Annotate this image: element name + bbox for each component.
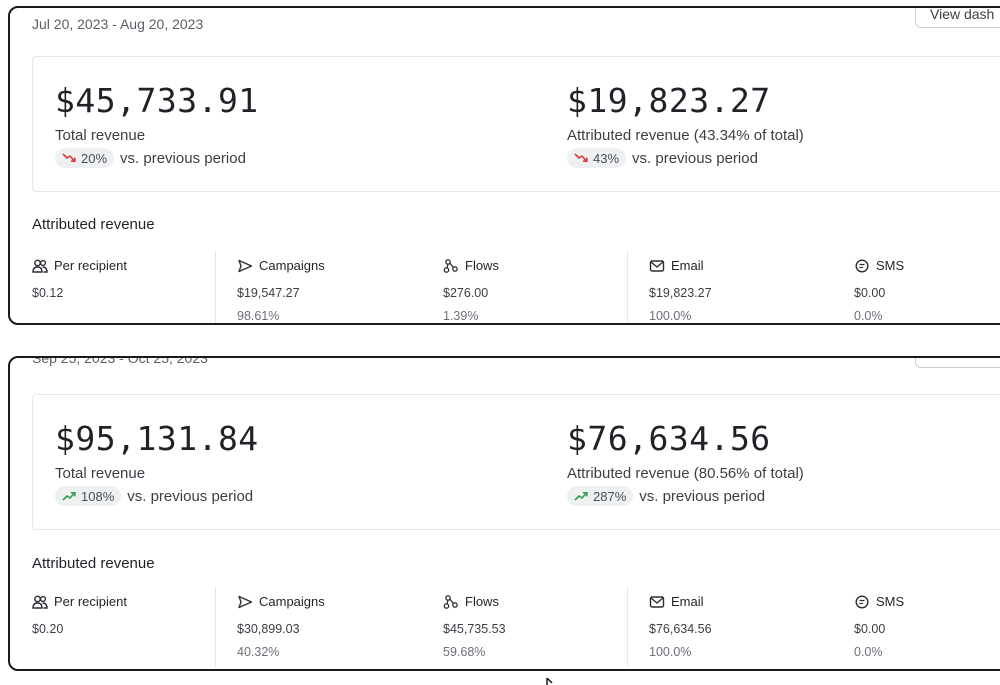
change-percent: 43% [593, 150, 620, 166]
date-range: Sep 25, 2023 - Oct 25, 2023 [32, 356, 208, 366]
breakdown-value: $0.12 [32, 286, 64, 300]
breakdown-label: Campaigns [259, 258, 325, 273]
breakdown-header: Flows [443, 258, 499, 273]
attributed-revenue-amount: $76,634.56 [567, 419, 771, 458]
revenue-summary: $95,131.84 Total revenue 108% vs. previo… [32, 394, 1000, 530]
breakdown-value: $0.20 [32, 622, 64, 636]
breakdown-header: Per recipient [32, 594, 127, 609]
breakdown-header: Campaigns [237, 258, 325, 273]
column-divider [215, 251, 216, 323]
breakdown-label: Flows [465, 258, 499, 273]
send-icon [238, 595, 253, 608]
change-badge: 20% [55, 148, 115, 168]
breakdown-percent: 59.68% [443, 645, 486, 659]
breakdown-label: SMS [876, 594, 905, 609]
trend-up-icon [574, 492, 588, 501]
section-title: Attributed revenue [32, 216, 155, 233]
trend-down-icon [574, 153, 588, 162]
change-percent: 108% [81, 488, 115, 504]
comparison-text: vs. previous period [120, 149, 246, 167]
breakdown-label: Flows [465, 594, 499, 609]
attributed-revenue-change: 43% vs. previous period [567, 148, 758, 168]
breakdown-label: Campaigns [259, 594, 325, 609]
breakdown-label: Per recipient [54, 594, 127, 609]
breakdown-percent: 1.39% [443, 309, 479, 323]
change-badge: 108% [55, 486, 122, 506]
change-badge: 287% [567, 486, 634, 506]
sms-icon [855, 258, 869, 273]
breakdown-value: $45,735.53 [443, 622, 506, 636]
view-dashboard-button[interactable]: View dash [915, 8, 1000, 28]
breakdown-label: SMS [876, 258, 905, 273]
users-icon [32, 259, 48, 273]
email-icon [649, 595, 665, 608]
breakdown-label: Email [671, 594, 704, 609]
change-percent: 287% [593, 488, 627, 504]
email-icon [649, 259, 665, 272]
breakdown-value: $0.00 [854, 622, 886, 636]
breakdown-value: $76,634.56 [649, 622, 712, 636]
breakdown-percent: 0.0% [854, 309, 883, 323]
column-divider [627, 587, 628, 667]
column-divider [215, 587, 216, 667]
trend-down-icon [62, 153, 76, 162]
column-divider [627, 251, 628, 323]
breakdown-percent: 100.0% [649, 309, 692, 323]
breakdown-header: SMS [854, 594, 904, 609]
attributed-revenue-label: Attributed revenue (80.56% of total) [567, 465, 804, 482]
breakdown-header: Email [649, 594, 704, 609]
trend-up-icon [62, 492, 76, 501]
revenue-summary: $45,733.91 Total revenue 20% vs. previou… [32, 56, 1000, 192]
breakdown-value: $30,899.03 [237, 622, 300, 636]
breakdown-percent: 0.0% [854, 645, 883, 659]
mouse-cursor-icon [546, 678, 553, 685]
attributed-revenue-label: Attributed revenue (43.34% of total) [567, 127, 804, 144]
breakdown-header: SMS [854, 258, 904, 273]
attributed-revenue-change: 287% vs. previous period [567, 486, 765, 506]
breakdown-percent: 40.32% [237, 645, 280, 659]
breakdown-value: $276.00 [443, 286, 489, 300]
revenue-panel-1: Jul 20, 2023 - Aug 20, 2023 View dash $4… [8, 6, 1000, 325]
total-revenue-amount: $95,131.84 [55, 419, 259, 458]
attribution-breakdown: Per recipient $0.12 Campaigns $19,547.27… [32, 251, 1000, 323]
breakdown-header: Per recipient [32, 258, 127, 273]
comparison-text: vs. previous period [639, 487, 766, 505]
total-revenue-change: 20% vs. previous period [55, 148, 246, 168]
breakdown-label: Email [671, 258, 704, 273]
breakdown-header: Campaigns [237, 594, 325, 609]
comparison-text: vs. previous period [127, 487, 254, 505]
breakdown-header: Flows [443, 594, 499, 609]
attributed-revenue-amount: $19,823.27 [567, 81, 771, 120]
breakdown-value: $0.00 [854, 286, 886, 300]
total-revenue-change: 108% vs. previous period [55, 486, 253, 506]
total-revenue-label: Total revenue [55, 127, 146, 144]
date-range: Jul 20, 2023 - Aug 20, 2023 [32, 16, 204, 32]
change-badge: 43% [567, 148, 627, 168]
breakdown-value: $19,823.27 [649, 286, 712, 300]
breakdown-percent: 100.0% [649, 645, 692, 659]
section-title: Attributed revenue [32, 555, 155, 572]
comparison-text: vs. previous period [632, 149, 758, 167]
total-revenue-label: Total revenue [55, 465, 146, 482]
breakdown-value: $19,547.27 [237, 286, 300, 300]
breakdown-header: Email [649, 258, 704, 273]
revenue-panel-2: Sep 25, 2023 - Oct 25, 2023 $95,131.84 T… [8, 356, 1000, 671]
flows-icon [443, 594, 458, 609]
change-percent: 20% [81, 150, 108, 166]
breakdown-label: Per recipient [54, 258, 127, 273]
breakdown-percent: 98.61% [237, 309, 280, 323]
view-dashboard-button[interactable] [915, 358, 1000, 368]
send-icon [238, 259, 253, 272]
attribution-breakdown: Per recipient $0.20 Campaigns $30,899.03… [32, 587, 1000, 667]
sms-icon [855, 594, 869, 609]
users-icon [32, 595, 48, 609]
flows-icon [443, 258, 458, 273]
total-revenue-amount: $45,733.91 [55, 81, 259, 120]
